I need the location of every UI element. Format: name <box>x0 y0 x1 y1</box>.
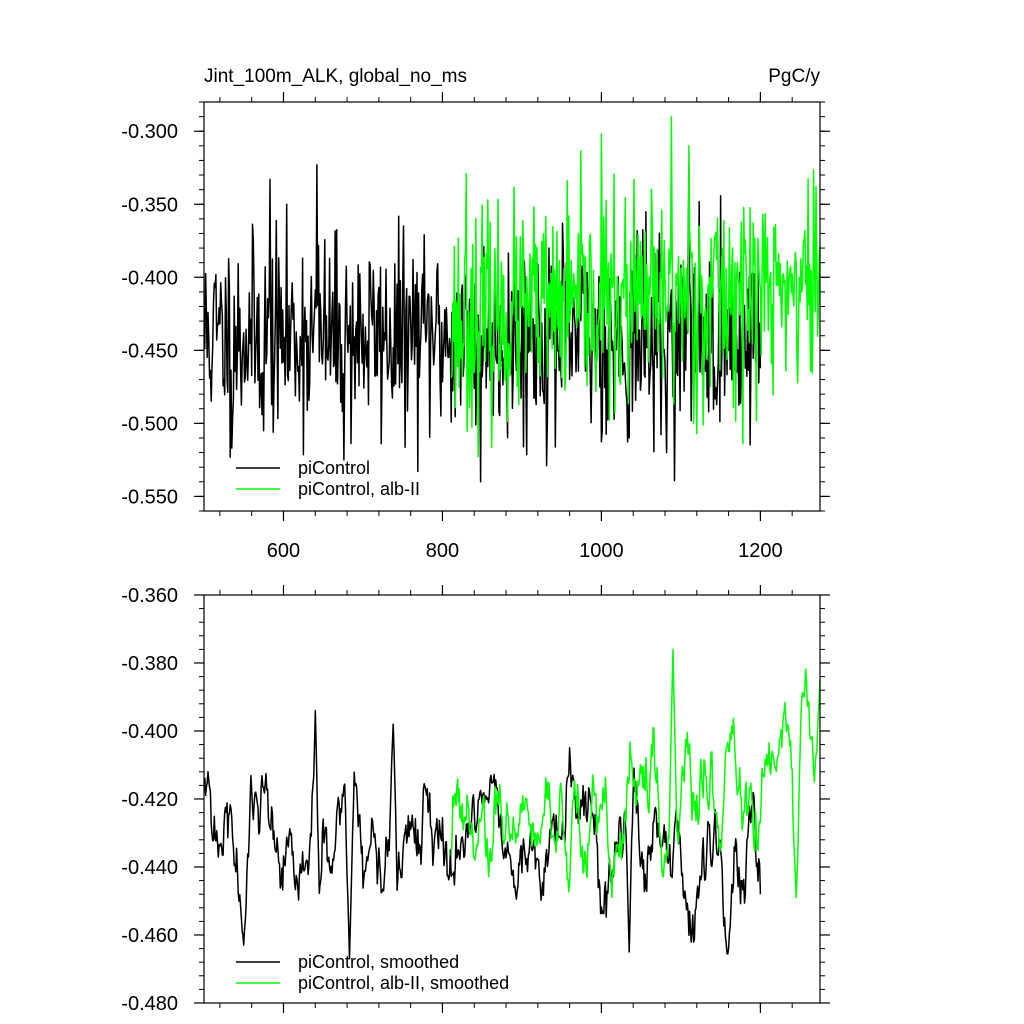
y-tick-label: -0.450 <box>121 340 178 362</box>
top-x-axis: 600 800 1000 1200 <box>219 92 793 562</box>
bottom-panel: -0.480 -0.460 -0.440 -0.420 -0.400 -0.380 -0.3… <box>121 585 830 1015</box>
top-series-group <box>204 115 821 483</box>
legend-label-alb-ii-smoothed: piControl, alb-II, smoothed <box>298 973 509 993</box>
bottom-legend: piControl, smoothed piControl, alb-II, s… <box>236 952 509 993</box>
series-line-alb-ii <box>450 115 821 458</box>
y-tick-label: -0.500 <box>121 413 178 435</box>
y-tick-label: -0.300 <box>121 121 178 143</box>
x-tick-label: 1000 <box>579 540 624 562</box>
x-tick-label: 1200 <box>738 540 783 562</box>
y-tick-label: -0.360 <box>121 585 178 607</box>
units-label: PgC/y <box>768 66 820 87</box>
y-tick-label: -0.400 <box>121 721 178 743</box>
y-tick-label: -0.550 <box>121 486 178 508</box>
legend-label-picontrol-smoothed: piControl, smoothed <box>298 952 459 972</box>
top-legend: piControl piControl, alb-II <box>236 458 420 499</box>
legend-label-alb-ii: piControl, alb-II <box>298 479 420 499</box>
y-tick-label: -0.480 <box>121 993 178 1015</box>
bottom-series-group <box>204 648 821 960</box>
bottom-y-axis: -0.480 -0.460 -0.440 -0.420 -0.400 -0.380 -0.3… <box>121 585 830 1015</box>
y-tick-label: -0.460 <box>121 925 178 947</box>
bottom-x-axis <box>219 585 793 1013</box>
top-y-axis: -0.550 -0.500 -0.450 -0.400 -0.350 -0.300 <box>121 101 830 512</box>
chart-title: Jint_100m_ALK, global_no_ms <box>204 66 467 87</box>
y-tick-label: -0.350 <box>121 194 178 216</box>
x-tick-label: 600 <box>267 540 300 562</box>
legend-label-picontrol: piControl <box>298 458 370 478</box>
x-tick-label: 800 <box>426 540 459 562</box>
y-tick-label: -0.420 <box>121 789 178 811</box>
y-tick-label: -0.380 <box>121 653 178 675</box>
bottom-plot-frame <box>203 594 821 1004</box>
series-line-picontrol <box>204 164 762 483</box>
y-tick-label: -0.440 <box>121 857 178 879</box>
y-tick-label: -0.400 <box>121 267 178 289</box>
top-panel: Jint_100m_ALK, global_no_ms PgC/y -0.550… <box>121 66 830 562</box>
series-line-alb-ii-smoothed <box>450 648 821 899</box>
